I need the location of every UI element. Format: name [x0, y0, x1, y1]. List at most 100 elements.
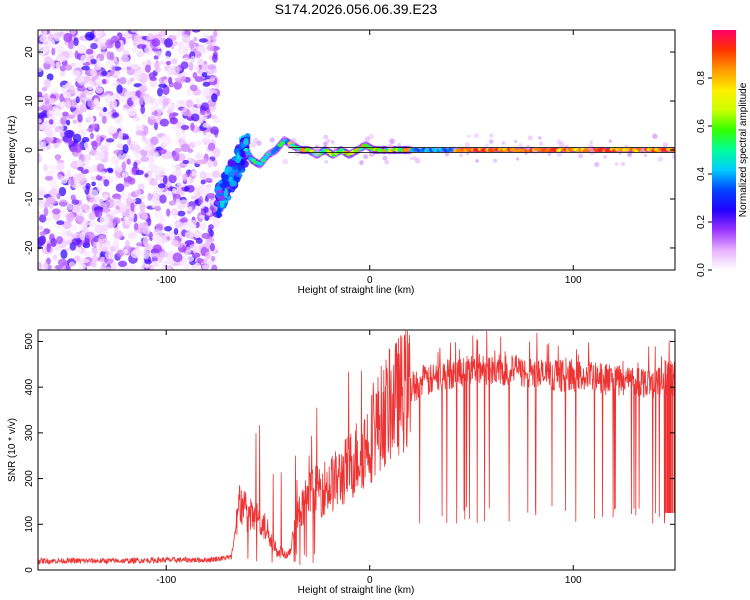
noise-blob	[153, 210, 163, 218]
faint-dot	[397, 142, 401, 147]
faint-dot	[603, 154, 608, 159]
noise-blob	[94, 78, 103, 85]
noise-blob	[91, 247, 101, 256]
noise-blob	[166, 103, 176, 109]
noise-blob	[197, 58, 205, 66]
noise-blob	[141, 249, 150, 259]
noise-blob	[119, 76, 127, 85]
spectrogram-xtick-label: 100	[565, 275, 582, 286]
noise-blob	[184, 43, 190, 48]
noise-blob	[131, 94, 137, 103]
faint-dot	[467, 134, 471, 138]
noise-blob	[96, 57, 101, 67]
noise-blob	[128, 264, 135, 270]
noise-blob	[41, 86, 48, 92]
noise-blob	[180, 76, 187, 82]
noise-blob	[112, 99, 117, 109]
noise-blob	[131, 63, 140, 70]
noise-blob	[209, 242, 215, 252]
noise-blob	[116, 249, 125, 257]
noise-blob	[140, 105, 146, 115]
noise-blob	[158, 61, 166, 66]
faint-dot	[594, 161, 600, 168]
noise-blob	[207, 64, 216, 70]
noise-blob	[79, 104, 85, 112]
noise-blob	[199, 171, 207, 180]
snr-xtick-label: 100	[565, 575, 582, 586]
faint-dot	[323, 134, 329, 140]
noise-blob	[150, 252, 160, 258]
noise-blob	[38, 196, 43, 204]
noise-blob	[147, 218, 152, 226]
noise-blob	[51, 47, 56, 56]
noise-blob	[204, 240, 211, 249]
noise-blob	[202, 139, 212, 144]
noise-blob	[115, 205, 120, 210]
noise-blob	[188, 61, 194, 71]
faint-dot	[256, 140, 262, 146]
snr-ytick-label: 500	[24, 333, 35, 350]
noise-blob	[126, 158, 131, 165]
noise-blob	[77, 114, 83, 123]
noise-blob	[205, 260, 216, 266]
noise-blob	[121, 135, 129, 140]
snr-ytick-label: 300	[24, 424, 35, 441]
noise-blob	[166, 191, 173, 196]
noise-blob	[60, 175, 68, 184]
noise-blob	[192, 72, 198, 79]
noise-blob	[207, 192, 216, 200]
noise-blob	[172, 151, 180, 162]
faint-dot	[662, 142, 669, 148]
noise-blob	[185, 109, 190, 115]
noise-blob	[212, 53, 218, 63]
noise-blob	[125, 91, 134, 97]
tone-point	[245, 151, 252, 156]
faint-dot	[671, 153, 675, 160]
noise-blob	[57, 258, 68, 267]
noise-blob	[70, 225, 78, 232]
noise-blob	[180, 124, 190, 131]
noise-blob	[105, 250, 114, 260]
noise-blob	[120, 266, 131, 270]
noise-blob	[177, 45, 187, 55]
noise-blob	[99, 145, 109, 152]
tone-point	[243, 148, 249, 152]
spectrogram-ytick-label: 10	[24, 95, 35, 107]
snr-series-line	[38, 330, 675, 566]
noise-blob	[89, 132, 94, 140]
noise-blob	[69, 85, 76, 95]
noise-blob	[81, 65, 90, 71]
noise-blob	[84, 231, 95, 240]
transition-blob	[227, 159, 237, 167]
faint-dot	[591, 146, 595, 150]
noise-blob	[164, 225, 172, 232]
noise-blob	[212, 30, 218, 38]
noise-blob	[153, 122, 159, 131]
noise-blob	[180, 143, 190, 153]
noise-blob	[103, 179, 110, 187]
noise-blob	[58, 186, 67, 197]
noise-blob	[139, 195, 146, 200]
noise-blob	[90, 58, 98, 65]
noise-blob	[48, 103, 53, 111]
faint-dot	[485, 143, 489, 148]
noise-blob	[98, 239, 104, 248]
noise-blob	[75, 215, 84, 225]
faint-dot	[364, 136, 371, 142]
noise-blob	[168, 76, 173, 85]
noise-blob	[48, 97, 57, 104]
noise-blob	[39, 214, 47, 223]
noise-blob	[173, 227, 179, 235]
noise-blob	[155, 231, 164, 237]
noise-blob	[117, 260, 128, 268]
noise-blob	[127, 136, 132, 146]
noise-blob	[46, 110, 51, 118]
faint-dot	[608, 139, 612, 143]
noise-blob	[209, 75, 215, 83]
faint-dot	[444, 151, 450, 157]
noise-blob	[159, 251, 169, 258]
noise-blob	[168, 200, 177, 206]
noise-blob	[85, 182, 91, 190]
spectrogram-ytick-label: 20	[24, 46, 35, 58]
noise-blob	[67, 202, 73, 211]
